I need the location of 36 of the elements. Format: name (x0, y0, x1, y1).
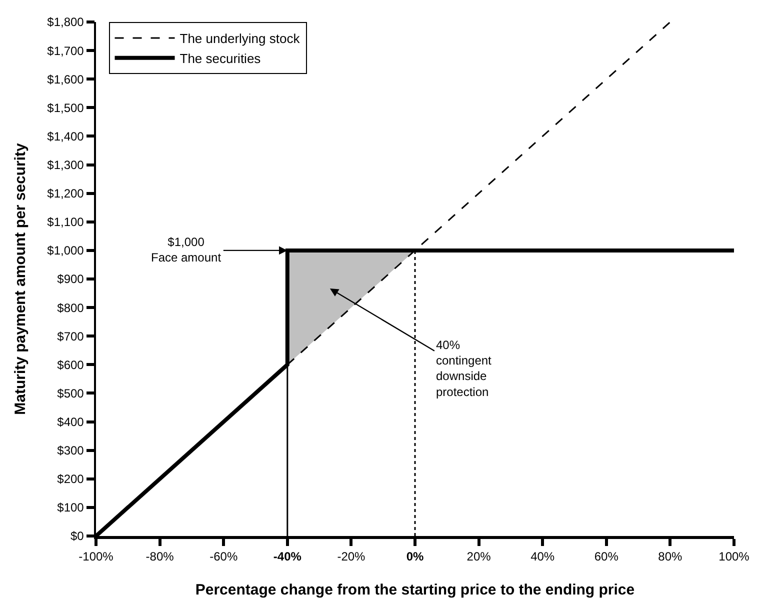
y-tick-label: $500 (57, 386, 84, 400)
x-tick-label: -40% (273, 549, 302, 564)
x-tick-label: 100% (718, 549, 750, 564)
x-tick-label: 0% (406, 549, 424, 564)
y-tick-label: $0 (70, 529, 84, 544)
annotation: $1,000 Face amount (151, 235, 222, 265)
y-axis-title: Maturity payment amount per security (12, 142, 29, 415)
x-tick-label: -60% (210, 549, 238, 564)
y-tick-label: $100 (57, 500, 84, 515)
y-tick-label: $1,100 (47, 215, 84, 230)
y-tick-label: $700 (57, 329, 84, 344)
legend-label: The securities (180, 50, 262, 66)
legend-label: The underlying stock (180, 31, 300, 46)
x-tick-label: 40% (530, 549, 555, 564)
y-tick-label: $400 (57, 414, 84, 429)
annotation: 40% contingent downside protection (436, 338, 492, 399)
y-tick-label: $800 (57, 300, 84, 315)
x-tick-label: -20% (337, 549, 366, 564)
x-tick-label: 20% (466, 549, 492, 564)
y-tick-label: $1,600 (47, 72, 84, 86)
y-tick-label: $200 (57, 472, 84, 486)
y-tick-label: $900 (57, 272, 84, 286)
y-tick-label: $600 (57, 358, 84, 372)
y-tick-label: $1,300 (47, 158, 84, 172)
y-tick-label: $1,200 (47, 186, 84, 201)
y-tick-label: $300 (57, 444, 84, 458)
x-axis-title: Percentage change from the starting price to the ending price (195, 581, 635, 598)
y-tick-label: $1,500 (47, 100, 84, 115)
y-tick-label: $1,700 (47, 44, 84, 58)
x-tick-label: 80% (658, 549, 683, 564)
x-tick-label: -80% (146, 549, 174, 564)
x-tick-label: -100% (78, 549, 114, 564)
y-tick-label: $1,000 (47, 244, 84, 258)
y-tick-label: $1,400 (47, 129, 84, 144)
y-tick-label: $1,800 (47, 15, 84, 30)
x-tick-label: 60% (594, 549, 619, 564)
